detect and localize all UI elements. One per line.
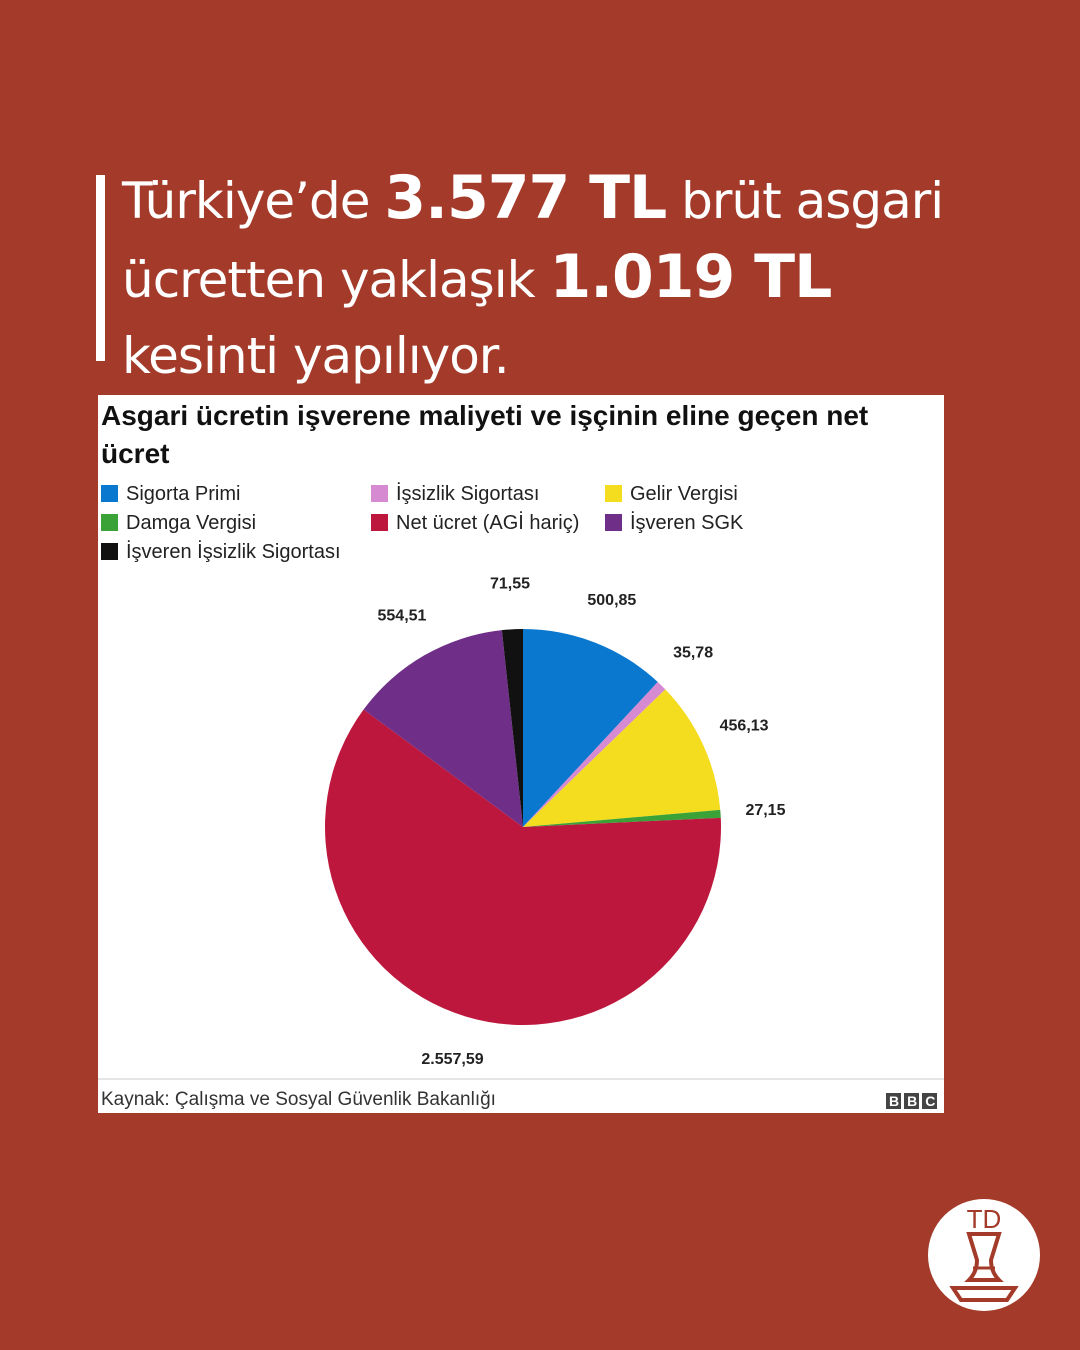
legend-label: Damga Vergisi (126, 512, 256, 534)
logo-box (922, 1093, 937, 1109)
headline: Türkiye’de 3.577 TL brüt asgari ücretten … (122, 160, 944, 394)
legend-swatch (101, 485, 118, 502)
headline-line: ücretten yaklaşık 1.019 TL (122, 239, 943, 318)
value-label: 35,78 (673, 645, 713, 662)
legend-swatch (605, 514, 622, 531)
headline-line: kesinti yapılıyor. (122, 318, 943, 394)
legend-label: Sigorta Primi (126, 483, 240, 505)
accent-bar (96, 175, 105, 361)
logo-box (886, 1093, 901, 1109)
pie-slice (523, 689, 721, 827)
pie-slice (523, 809, 721, 827)
brand-text: TD (967, 1204, 1002, 1234)
legend-label: İşveren SGK (630, 511, 744, 534)
headline-text: ücretten yaklaşık (122, 251, 550, 309)
pie-slice (501, 629, 523, 827)
legend-label: İşveren İşsizlik Sigortası (126, 540, 341, 563)
headline-text: kesinti yapılıyor. (122, 327, 510, 385)
source: Kaynak: Çalışma ve Sosyal Güvenlik Bakan… (101, 1089, 496, 1110)
legend-swatch (101, 514, 118, 531)
legend-swatch (101, 543, 118, 560)
logo-text: BBC (889, 1093, 943, 1109)
legend-swatch (371, 514, 388, 531)
value-label: 27,15 (745, 802, 785, 819)
value-label: 456,13 (720, 717, 769, 734)
legend-label: İşsizlik Sigortası (396, 482, 539, 505)
legend-label: Net ücret (AGİ hariç) (396, 511, 579, 534)
headline-highlight: 1.019 TL (549, 242, 832, 312)
pie-slice (523, 681, 666, 827)
pie-slice (363, 630, 523, 827)
pie-slice (325, 709, 722, 1025)
pie-slice (523, 629, 658, 827)
brand-logo: TD (928, 1199, 1040, 1311)
chart-title: Asgari ücretin işverene maliyeti ve işçi… (101, 400, 868, 469)
headline-highlight: 3.577 TL (384, 163, 667, 233)
legend-swatch (371, 485, 388, 502)
chart-card: Asgari ücretin işverene maliyeti ve işçi… (98, 395, 944, 1113)
legend-swatch (605, 485, 622, 502)
headline-text: brüt asgari (666, 172, 944, 230)
value-label: 554,51 (378, 608, 427, 625)
value-label: 500,85 (587, 592, 636, 609)
headline-text: Türkiye’de (122, 172, 385, 230)
headline-line: Türkiye’de 3.577 TL brüt asgari (122, 160, 944, 239)
value-label: 71,55 (490, 576, 530, 593)
logo-box (904, 1093, 919, 1109)
value-label: 2.557,59 (421, 1051, 483, 1068)
legend-label: Gelir Vergisi (630, 483, 738, 505)
